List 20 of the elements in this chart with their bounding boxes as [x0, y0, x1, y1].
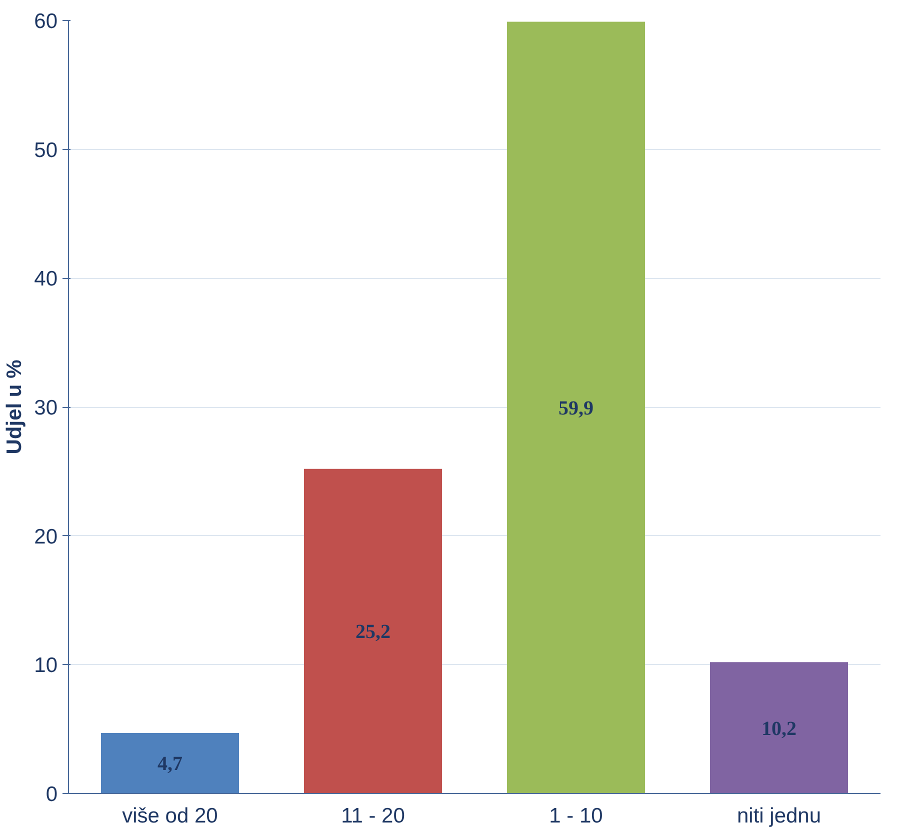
bar [304, 468, 442, 794]
y-tick-label: 30 [34, 396, 58, 420]
y-tick-label: 10 [34, 654, 58, 678]
data-label: 25,2 [356, 621, 390, 644]
y-tick-label: 50 [34, 138, 58, 162]
y-tick-label: 20 [34, 525, 58, 548]
bar [506, 22, 646, 794]
x-tick-label: 11 - 20 [341, 804, 405, 828]
x-tick-label: 1 - 10 [549, 804, 603, 828]
x-tick-label: više od 20 [122, 804, 218, 828]
x-tick-label: niti jednu [736, 804, 822, 828]
y-axis-title: Udjel u % [3, 359, 26, 454]
bar [100, 732, 240, 794]
bar [710, 662, 848, 794]
data-label: 10,2 [762, 718, 796, 740]
data-label: 59,9 [558, 398, 594, 420]
y-tick-label: 40 [34, 268, 58, 291]
y-tick-label: 60 [34, 10, 58, 33]
data-label: 4,7 [158, 753, 182, 776]
y-tick-label: 0 [46, 783, 58, 806]
